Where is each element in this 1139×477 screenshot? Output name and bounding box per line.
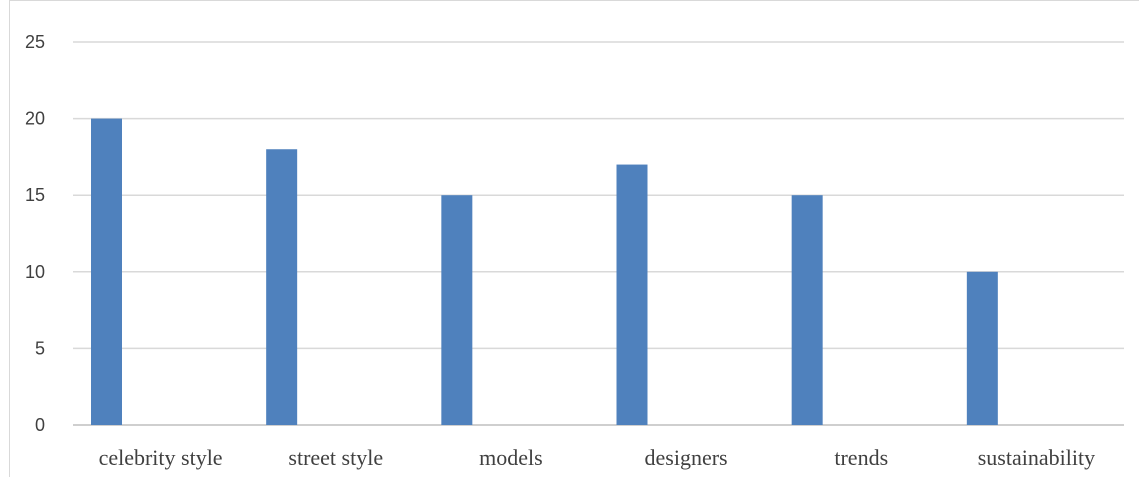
x-category-label: celebrity style <box>99 445 223 470</box>
x-category-label: trends <box>834 445 888 470</box>
y-tick-label: 20 <box>25 109 45 129</box>
x-category-label: designers <box>645 445 728 470</box>
bar <box>616 164 648 425</box>
x-category-label: street style <box>288 445 383 470</box>
chart-frame <box>9 0 1139 477</box>
y-tick-label: 5 <box>35 338 45 358</box>
y-tick-label: 25 <box>25 32 45 52</box>
x-category-label: models <box>479 445 543 470</box>
gridlines <box>73 41 1124 426</box>
y-tick-label: 15 <box>25 185 45 205</box>
bar <box>91 118 122 425</box>
y-tick-label: 0 <box>35 415 45 435</box>
bars <box>91 118 998 426</box>
bar <box>791 195 823 425</box>
bar <box>266 149 298 426</box>
bar <box>441 195 473 425</box>
bar <box>966 271 998 425</box>
y-tick-label: 10 <box>25 262 45 282</box>
y-axis-ticks: 0 5 10 15 20 25 <box>25 32 45 435</box>
x-axis-categories: celebrity style street style models designe… <box>99 445 1096 470</box>
x-category-label: sustainability <box>978 445 1095 470</box>
